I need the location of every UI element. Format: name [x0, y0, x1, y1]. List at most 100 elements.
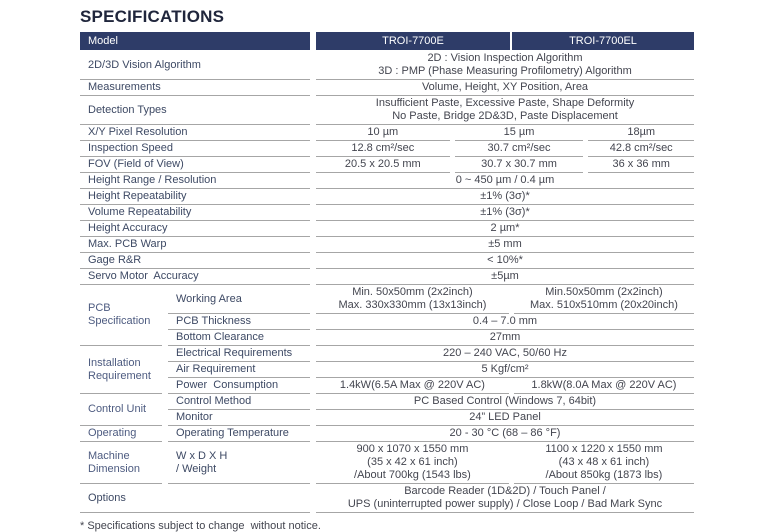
row-values: ±1% (3σ)*: [316, 189, 694, 205]
row-label: Inspection Speed: [80, 141, 310, 157]
value-line: (35 x 42 x 61 inch): [367, 456, 458, 468]
column-header-troi-7700el: TROI-7700EL: [512, 32, 694, 50]
spec-row: Monitor 24” LED Panel: [168, 410, 694, 426]
spec-row: Power Consumption 1.4kW(6.5A Max @ 220V A…: [168, 378, 694, 394]
row-values: Min. 50x50mm (2x2inch) Max. 330x330mm (13…: [316, 285, 694, 314]
spec-value-cell: 900 x 1070 x 1550 mm (35 x 42 x 61 inch) /…: [316, 442, 509, 484]
spec-value-cell: 2 µm*: [316, 221, 694, 237]
row-label: X/Y Pixel Resolution: [80, 125, 310, 141]
row-label-line: Servo Motor Accuracy: [88, 270, 199, 282]
row-values: 220 – 240 VAC, 50/60 Hz: [316, 346, 694, 362]
group-rows: Electrical Requirements 220 – 240 VAC, 50…: [168, 346, 694, 394]
row-label-line: FOV (Field of View): [88, 158, 184, 170]
spec-row: Electrical Requirements 220 – 240 VAC, 50…: [168, 346, 694, 362]
row-label: Servo Motor Accuracy: [80, 269, 310, 285]
row-label: Height Accuracy: [80, 221, 310, 237]
row-label-line: W x D X H: [176, 449, 228, 462]
spec-value-cell: 30.7 x 30.7 mm: [454, 157, 584, 173]
group-label: PCB Specification: [80, 285, 162, 346]
row-label: Power Consumption: [168, 378, 310, 394]
spec-row: X/Y Pixel Resolution 10 µm 15 µm 18µm: [80, 125, 694, 141]
spec-row: W x D X H / Weight 900 x 1070 x 1550 mm (35…: [168, 442, 694, 484]
row-values: 27mm: [316, 330, 694, 346]
row-label-line: Height Accuracy: [88, 222, 168, 234]
row-label-line: Control Method: [176, 395, 252, 407]
spec-value-cell: 10 µm: [316, 125, 450, 141]
spec-value-cell: 18µm: [588, 125, 694, 141]
spec-value-cell: ±1% (3σ)*: [316, 205, 694, 221]
value-line: /About 700kg (1543 lbs): [354, 469, 471, 481]
value-line: 30.7 cm²/sec: [487, 142, 551, 154]
spec-value-cell: 24” LED Panel: [316, 410, 694, 426]
spec-row: PCB Thickness 0.4 – 7.0 mm: [168, 314, 694, 330]
row-label: W x D X H / Weight: [168, 442, 310, 484]
spec-value-cell: Insufficient Paste, Excessive Paste, Sha…: [316, 96, 694, 125]
spec-value-cell: 220 – 240 VAC, 50/60 Hz: [316, 346, 694, 362]
spec-row: Air Requirement 5 Kgf/cm²: [168, 362, 694, 378]
value-line: 0 ~ 450 µm / 0.4 µm: [455, 174, 555, 186]
spec-value-cell: 2D : Vision Inspection Algorithm 3D : PMP…: [316, 51, 694, 80]
row-label-line: Bottom Clearance: [176, 331, 265, 343]
row-label: Monitor: [168, 410, 310, 426]
value-line: Min. 50x50mm (2x2inch): [352, 286, 473, 298]
value-line: 1.4kW(6.5A Max @ 220V AC): [339, 379, 485, 391]
value-line: ±5 mm: [488, 238, 522, 250]
row-label: Operating Temperature: [168, 426, 310, 442]
value-line: 0.4 – 7.0 mm: [472, 315, 538, 327]
value-line: 220 – 240 VAC, 50/60 Hz: [443, 347, 567, 359]
row-values: ±5 mm: [316, 237, 694, 253]
row-values: Volume, Height, XY Position, Area: [316, 80, 694, 96]
value-line: 900 x 1070 x 1550 mm: [356, 443, 469, 455]
row-label: Bottom Clearance: [168, 330, 310, 346]
row-values: ±1% (3σ)*: [316, 205, 694, 221]
value-line: (43 x 48 x 61 inch): [558, 456, 650, 468]
spec-group: Machine Dimension W x D X H / Weight 900 x …: [80, 442, 694, 484]
row-values: ±5µm: [316, 269, 694, 285]
row-label: Height Repeatability: [80, 189, 310, 205]
row-values: Insufficient Paste, Excessive Paste, Sha…: [316, 96, 694, 125]
row-label-line: 2D/3D Vision Algorithm: [88, 58, 201, 71]
spec-value-cell: 42.8 cm²/sec: [588, 141, 694, 157]
model-header-cell: Model: [80, 32, 310, 50]
value-line: 36 x 36 mm: [612, 158, 670, 170]
row-label: Measurements: [80, 80, 310, 96]
spec-value-cell: 1.8kW(8.0A Max @ 220V AC): [513, 378, 694, 394]
value-line: 15 µm: [503, 126, 535, 138]
spec-row: Servo Motor Accuracy ±5µm: [80, 269, 694, 285]
spec-value-cell: 12.8 cm²/sec: [316, 141, 450, 157]
spec-row: Operating Temperature 20 - 30 °C (68 – 86…: [168, 426, 694, 442]
row-values: 2 µm*: [316, 221, 694, 237]
row-values: < 10%*: [316, 253, 694, 269]
group-rows: Operating Temperature 20 - 30 °C (68 – 86…: [168, 426, 694, 442]
value-line: 42.8 cm²/sec: [609, 142, 673, 154]
row-label: 2D/3D Vision Algorithm: [80, 51, 310, 80]
spec-value-cell: Min. 50x50mm (2x2inch) Max. 330x330mm (13…: [316, 285, 509, 314]
row-label-line: PCB Thickness: [176, 315, 251, 327]
table-header-row: Model TROI-7700E TROI-7700EL: [80, 32, 694, 50]
row-label: FOV (Field of View): [80, 157, 310, 173]
row-values: 2D : Vision Inspection Algorithm 3D : PMP…: [316, 51, 694, 80]
row-values: 900 x 1070 x 1550 mm (35 x 42 x 61 inch) /…: [316, 442, 694, 484]
spec-value-cell: 15 µm: [454, 125, 584, 141]
group-rows: W x D X H / Weight 900 x 1070 x 1550 mm (35…: [168, 442, 694, 484]
value-line: 1100 x 1220 x 1550 mm: [545, 443, 663, 455]
row-label-line: / Weight: [176, 462, 217, 475]
row-label-line: Inspection Speed: [88, 142, 174, 154]
spec-value-cell: ±1% (3σ)*: [316, 189, 694, 205]
row-label-line: Working Area: [176, 292, 242, 305]
group-label: Installation Requirement: [80, 346, 162, 394]
value-line: ±5µm: [491, 270, 519, 282]
row-label: Control Method: [168, 394, 310, 410]
spec-row: Volume Repeatability ±1% (3σ)*: [80, 205, 694, 221]
value-line: 3D : PMP (Phase Measuring Profilometry) …: [378, 65, 632, 77]
spec-value-cell: 1.4kW(6.5A Max @ 220V AC): [316, 378, 509, 394]
model-column-headers: TROI-7700E TROI-7700EL: [316, 32, 694, 50]
row-label-line: Air Requirement: [176, 363, 256, 375]
row-label-line: Detection Types: [88, 103, 167, 116]
spec-group: Control Unit Control Method PC Based Contr…: [80, 394, 694, 426]
value-line: Max. 510x510mm (20x20inch): [529, 299, 678, 311]
row-label: Electrical Requirements: [168, 346, 310, 362]
spec-value-cell: Volume, Height, XY Position, Area: [316, 80, 694, 96]
spec-value-cell: Barcode Reader (1D&2D) / Touch Panel / UP…: [316, 484, 694, 513]
spec-value-cell: 36 x 36 mm: [588, 157, 694, 173]
